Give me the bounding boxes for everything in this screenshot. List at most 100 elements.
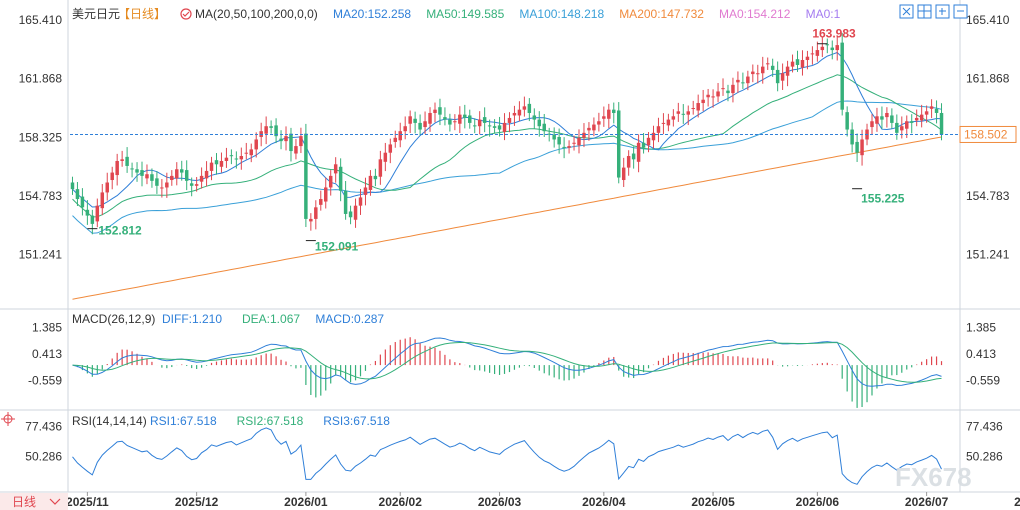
candle-body <box>597 121 601 125</box>
candle-body <box>150 174 154 181</box>
candle-body <box>691 108 695 110</box>
candle-body <box>830 47 835 51</box>
candle-body <box>224 157 229 161</box>
candle-body <box>353 205 358 220</box>
x-label: 2026/07 <box>905 495 949 509</box>
candle-body <box>294 146 298 154</box>
candle-body <box>785 66 790 76</box>
x-label: 2025/12 <box>175 495 219 509</box>
candle-body <box>736 79 740 83</box>
candle-body <box>497 125 502 130</box>
candle-body <box>855 141 859 153</box>
candle-body <box>120 159 124 161</box>
candle-body <box>870 121 874 128</box>
candle-body <box>423 121 427 128</box>
candle-body <box>403 126 407 132</box>
candle-body <box>179 169 184 173</box>
candle-body <box>880 116 884 120</box>
candle-body <box>815 50 820 56</box>
symbol-label: 美元日元 <box>72 7 120 21</box>
indicator-settings-icon[interactable] <box>1 412 15 426</box>
period-label: 【日线】 <box>118 7 166 21</box>
candle-body <box>726 90 730 94</box>
macd-label: MACD(26,12,9) <box>72 312 155 326</box>
candle-body <box>209 162 214 171</box>
x-label: 2025/11 <box>66 495 109 509</box>
candle-body <box>333 164 338 174</box>
candle-body <box>105 182 109 193</box>
candle-body <box>214 160 219 165</box>
candle-body <box>592 124 596 131</box>
candle-body <box>492 126 497 128</box>
candle-body <box>860 139 864 156</box>
price-tick-left: 151.241 <box>19 248 63 262</box>
extreme-label: 152.091 <box>315 240 359 254</box>
rsi-label: RSI(14,14,14) <box>72 414 147 428</box>
candle-body <box>666 119 671 126</box>
candle-body <box>924 111 929 115</box>
settings-icon[interactable] <box>180 8 192 20</box>
candle-body <box>741 82 745 84</box>
price-tick-left: 165.410 <box>19 13 63 27</box>
candle-body <box>820 46 825 51</box>
zoom-in-icon[interactable] <box>935 4 950 19</box>
price-tick-right: 151.241 <box>966 248 1010 262</box>
candle-body <box>914 117 919 121</box>
candle-body <box>636 142 641 162</box>
candle-body <box>671 116 676 120</box>
candle-body <box>383 152 388 162</box>
candle-body <box>194 184 199 186</box>
candle-body <box>348 211 353 218</box>
x-label: 2026/02 <box>379 495 423 509</box>
candle-body <box>254 139 258 150</box>
layout-icon[interactable] <box>917 4 932 19</box>
macd-tick-right: 0.413 <box>966 347 996 361</box>
ma-params-label: MA(20,50,100,200,0,0) <box>195 7 318 21</box>
candle-body <box>929 106 934 109</box>
rsi-value-1: RSI2:67.518 <box>237 414 304 428</box>
extreme-label: 152.812 <box>98 224 142 238</box>
candle-body <box>676 111 681 114</box>
candle-body <box>532 115 537 120</box>
candle-body <box>408 116 412 124</box>
candle-body <box>110 172 114 181</box>
candle-body <box>413 118 417 123</box>
candle-body <box>343 190 348 214</box>
candle-body <box>358 197 363 206</box>
price-tick-right: 154.783 <box>966 189 1010 203</box>
price-tick-left: 161.868 <box>19 72 63 86</box>
macd-value-2: MACD:0.287 <box>315 312 384 326</box>
ma20-line <box>72 51 942 208</box>
expand-icon[interactable] <box>899 4 914 19</box>
candle-body <box>393 137 398 142</box>
chevron-down-icon <box>49 498 61 505</box>
candle-body <box>95 205 100 222</box>
candle-body <box>731 84 735 94</box>
ma-value-2: MA100:148.218 <box>519 7 604 21</box>
candle-body <box>656 126 661 133</box>
candle-body <box>875 116 879 124</box>
candle-body <box>443 117 447 120</box>
zoom-out-icon[interactable] <box>953 4 968 19</box>
candle-body <box>502 122 507 133</box>
candle-body <box>75 189 80 200</box>
rsi-value-0: RSI1:67.518 <box>150 414 217 428</box>
candle-body <box>661 122 666 124</box>
candle-body <box>175 169 179 179</box>
candle-body <box>433 109 437 113</box>
candle-body <box>363 187 368 195</box>
rsi-tick-right: 77.436 <box>966 419 1003 433</box>
candle-body <box>468 115 472 123</box>
candle-body <box>701 99 705 104</box>
candle-body <box>160 187 164 189</box>
ma-value-3: MA200:147.732 <box>619 7 704 21</box>
period-button[interactable]: 日线 <box>0 493 68 510</box>
x-label: 2026/01 <box>284 495 328 509</box>
candle-body <box>751 71 755 75</box>
candle-body <box>249 149 253 156</box>
candle-body <box>756 73 760 75</box>
candle-body <box>70 182 75 190</box>
candle-body <box>572 142 576 144</box>
dea-line <box>72 342 942 383</box>
